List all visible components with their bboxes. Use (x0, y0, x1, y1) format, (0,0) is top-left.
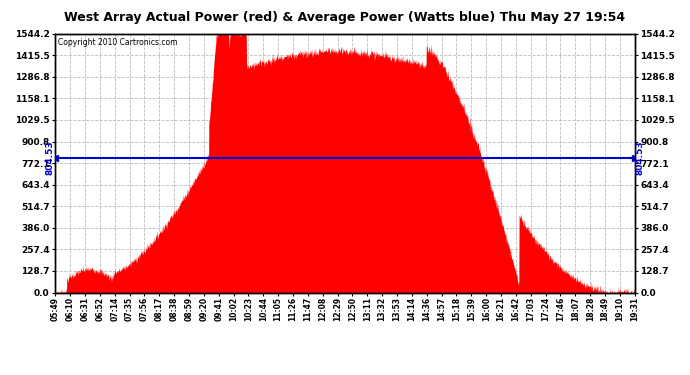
Text: 804.53: 804.53 (45, 140, 54, 175)
Text: West Array Actual Power (red) & Average Power (Watts blue) Thu May 27 19:54: West Array Actual Power (red) & Average … (64, 11, 626, 24)
Text: 804.53: 804.53 (636, 140, 645, 175)
Text: Copyright 2010 Cartronics.com: Copyright 2010 Cartronics.com (58, 38, 177, 46)
